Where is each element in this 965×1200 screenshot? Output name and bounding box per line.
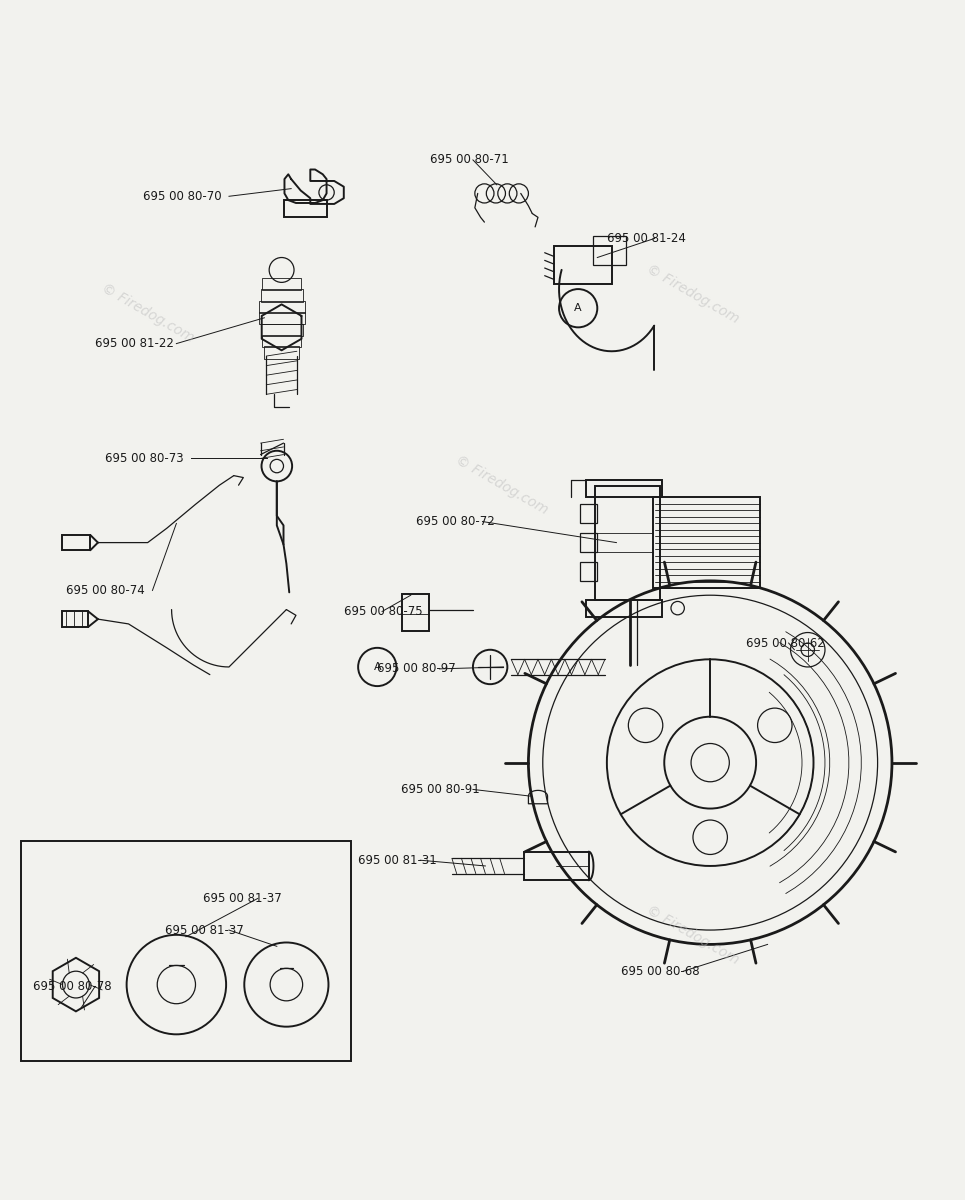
Bar [259, 312, 305, 324]
Bar [262, 277, 301, 290]
Text: © Firedog.com: © Firedog.com [453, 454, 550, 517]
Text: 695 00 80-78: 695 00 80-78 [33, 980, 112, 992]
Text: 695 00 80-70: 695 00 80-70 [143, 190, 222, 203]
Text: 695 00 81-37: 695 00 81-37 [204, 892, 282, 905]
Text: 695 00 80-97: 695 00 80-97 [377, 662, 456, 676]
Text: 695 00 80-73: 695 00 80-73 [104, 452, 183, 464]
Bar [62, 535, 91, 551]
Text: © Firedog.com: © Firedog.com [645, 902, 742, 967]
Bar [580, 562, 597, 581]
Bar [652, 497, 759, 588]
Text: 695 00 80-74: 695 00 80-74 [67, 584, 145, 596]
Bar [595, 486, 660, 600]
Bar [262, 335, 301, 348]
Bar [580, 504, 597, 523]
Text: © Firedog.com: © Firedog.com [645, 262, 742, 326]
Text: 695 00 80-72: 695 00 80-72 [416, 515, 494, 528]
Bar [261, 289, 303, 301]
Bar [554, 246, 612, 284]
Bar [285, 200, 326, 217]
Text: 695 00 81-37: 695 00 81-37 [165, 924, 243, 936]
Bar [264, 347, 299, 359]
Bar [261, 324, 303, 336]
Text: A: A [574, 304, 582, 313]
Bar [586, 480, 662, 497]
Text: 695 00 80-71: 695 00 80-71 [429, 154, 509, 167]
Bar [524, 852, 589, 881]
Text: 695 00 81-31: 695 00 81-31 [358, 853, 437, 866]
Text: 695 00 80-68: 695 00 80-68 [621, 965, 700, 978]
Bar [402, 594, 428, 631]
Bar [593, 236, 626, 265]
Text: A: A [373, 662, 381, 672]
Text: 695 00 81-22: 695 00 81-22 [95, 337, 174, 350]
Bar [586, 600, 662, 617]
Bar [62, 612, 89, 626]
Bar [580, 533, 597, 552]
Text: © Firedog.com: © Firedog.com [99, 281, 196, 346]
Bar [21, 841, 351, 1061]
Text: 695 00 80-75: 695 00 80-75 [344, 605, 423, 618]
Text: 695 00 80-91: 695 00 80-91 [401, 782, 480, 796]
Bar [259, 300, 305, 313]
Text: 695 00 81-24: 695 00 81-24 [607, 232, 686, 245]
Text: 695 00 80-62: 695 00 80-62 [746, 636, 824, 649]
